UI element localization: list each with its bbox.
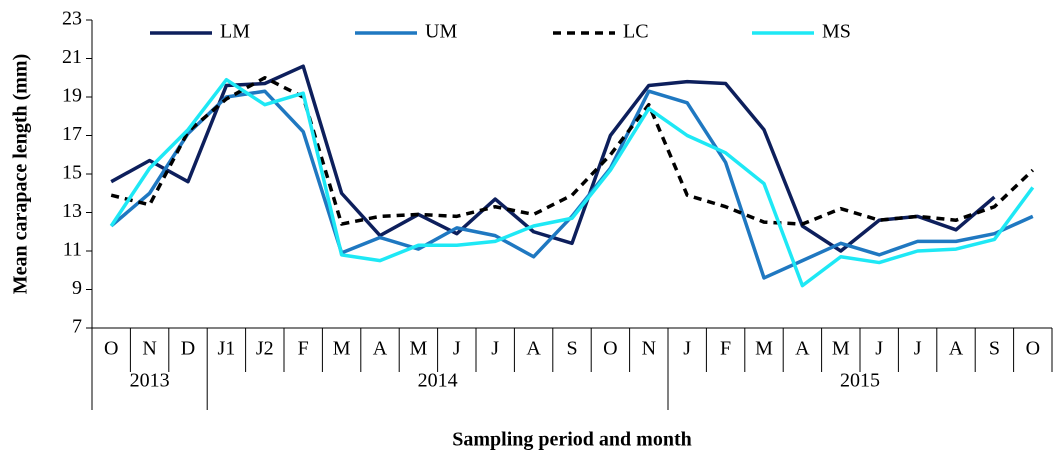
series-line <box>109 77 1035 288</box>
y-tick-label: 19 <box>62 85 82 107</box>
series-line <box>110 89 1034 280</box>
year-label: 2014 <box>418 370 458 392</box>
year-label: 2015 <box>840 370 880 392</box>
x-axis-label: Sampling period and month <box>452 429 692 451</box>
x-tick-label: J <box>683 338 691 360</box>
x-tick-label: J <box>453 338 461 360</box>
x-tick-label: S <box>989 338 1000 360</box>
x-tick-label: A <box>795 338 810 360</box>
x-tick-label: O <box>603 338 617 360</box>
x-tick-label: N <box>142 338 156 360</box>
year-label: 2013 <box>130 370 170 392</box>
y-axis-label: Mean carapace length (mm) <box>10 54 32 295</box>
y-tick-label: 17 <box>62 123 82 145</box>
x-tick-label: J <box>491 338 499 360</box>
x-tick-label: O <box>104 338 118 360</box>
x-tick-label: J <box>875 338 883 360</box>
legend-label: UM <box>425 21 457 43</box>
x-tick-label: J1 <box>218 338 236 360</box>
x-tick-label: J <box>914 338 922 360</box>
y-tick-label: 13 <box>62 200 82 222</box>
y-tick-label: 11 <box>63 239 82 261</box>
x-tick-label: M <box>755 338 773 360</box>
y-tick-label: 7 <box>72 316 82 338</box>
x-tick-label: N <box>642 338 656 360</box>
y-tick-label: 23 <box>62 8 82 30</box>
x-tick-label: A <box>949 338 964 360</box>
x-tick-label: M <box>410 338 428 360</box>
legend-label: LC <box>623 21 649 43</box>
x-tick-label: F <box>298 338 309 360</box>
y-tick-label: 15 <box>62 162 82 184</box>
y-tick-label: 9 <box>72 277 82 299</box>
x-tick-label: D <box>181 338 195 360</box>
x-tick-label: A <box>373 338 388 360</box>
x-tick-label: S <box>566 338 577 360</box>
legend-label: MS <box>822 21 851 43</box>
x-tick-label: F <box>720 338 731 360</box>
x-tick-label: M <box>832 338 850 360</box>
series-line <box>110 76 1035 226</box>
x-tick-label: M <box>333 338 351 360</box>
x-tick-label: A <box>526 338 541 360</box>
x-tick-label: J2 <box>256 338 274 360</box>
y-tick-label: 21 <box>62 46 82 68</box>
legend-label: LM <box>220 21 250 43</box>
x-tick-label: O <box>1026 338 1040 360</box>
